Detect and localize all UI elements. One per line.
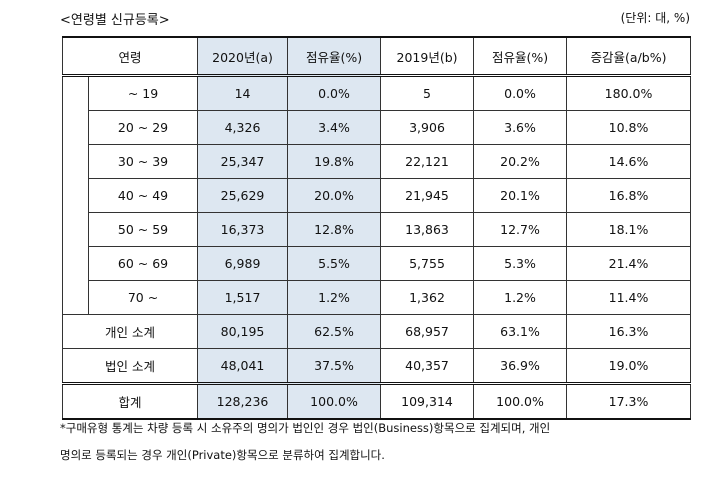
cell: 1,517 bbox=[197, 280, 289, 315]
cell: 12.7% bbox=[473, 212, 568, 247]
cell: 1.2% bbox=[473, 280, 568, 315]
cell: 14 bbox=[197, 75, 289, 111]
column-header: 2020년(a) bbox=[197, 36, 289, 77]
cell: 20.0% bbox=[287, 178, 382, 213]
cell: 17.3% bbox=[566, 382, 692, 420]
table-row: 60 ~ 69 6,989 5.5% 5,755 5.3% 21.4% bbox=[63, 246, 692, 281]
row-label: 개인 소계 bbox=[61, 314, 199, 349]
cell: 100.0% bbox=[473, 382, 568, 420]
table-row: 법인 소계 48,041 37.5% 40,357 36.9% 19.0% bbox=[61, 348, 692, 384]
data-table: 연령 2020년(a) 점유율(%) 2019년(b) 점유율(%) 증감율(a/b%) … bbox=[61, 36, 692, 420]
cell: 25,347 bbox=[197, 144, 289, 179]
cell: 16.8% bbox=[566, 178, 692, 213]
cell: 80,195 bbox=[197, 314, 289, 349]
cell: 128,236 bbox=[197, 382, 289, 420]
cell: 0.0% bbox=[287, 75, 382, 111]
cell: 21.4% bbox=[566, 246, 692, 281]
column-header: 점유율(%) bbox=[473, 36, 568, 77]
row-label: 40 ~ 49 bbox=[87, 178, 199, 213]
cell: 12.8% bbox=[287, 212, 382, 247]
footnote: *구매유형 통계는 차량 등록 시 소유주의 명의가 법인인 경우 법인(Bus… bbox=[60, 421, 551, 435]
cell: 5.5% bbox=[287, 246, 382, 281]
cell: 20.1% bbox=[473, 178, 568, 213]
cell: 16.3% bbox=[566, 314, 692, 349]
cell: 1,362 bbox=[380, 280, 475, 315]
cell: 19.8% bbox=[287, 144, 382, 179]
row-label: 70 ~ bbox=[87, 280, 199, 315]
table-title: <연령별 신규등록> bbox=[60, 13, 170, 28]
cell: 100.0% bbox=[287, 382, 382, 420]
column-header: 점유율(%) bbox=[287, 36, 382, 77]
table-row: 20 ~ 29 4,326 3.4% 3,906 3.6% 10.8% bbox=[63, 110, 692, 145]
cell: 3,906 bbox=[380, 110, 475, 145]
cell: 36.9% bbox=[473, 348, 568, 384]
cell: 16,373 bbox=[197, 212, 289, 247]
cell: 109,314 bbox=[380, 382, 475, 420]
cell: 19.0% bbox=[566, 348, 692, 384]
cell: 40,357 bbox=[380, 348, 475, 384]
cell: 3.6% bbox=[473, 110, 568, 145]
cell: 25,629 bbox=[197, 178, 289, 213]
table-row: 40 ~ 49 25,629 20.0% 21,945 20.1% 16.8% bbox=[63, 178, 692, 213]
cell: 5 bbox=[380, 75, 475, 111]
row-label: ~ 19 bbox=[87, 75, 199, 111]
cell: 3.4% bbox=[287, 110, 382, 145]
row-label: 60 ~ 69 bbox=[87, 246, 199, 281]
column-header: 2019년(b) bbox=[380, 36, 475, 77]
cell: 48,041 bbox=[197, 348, 289, 384]
cell: 5.3% bbox=[473, 246, 568, 281]
column-header: 연령 bbox=[61, 36, 199, 77]
cell: 6,989 bbox=[197, 246, 289, 281]
cell: 18.1% bbox=[566, 212, 692, 247]
cell: 1.2% bbox=[287, 280, 382, 315]
table-row: 개인 소계 80,195 62.5% 68,957 63.1% 16.3% bbox=[61, 314, 692, 349]
cell: 37.5% bbox=[287, 348, 382, 384]
cell: 11.4% bbox=[566, 280, 692, 315]
row-label: 20 ~ 29 bbox=[87, 110, 199, 145]
cell: 0.0% bbox=[473, 75, 568, 111]
table-row: 합계 128,236 100.0% 109,314 100.0% 17.3% bbox=[61, 382, 692, 420]
cell: 10.8% bbox=[566, 110, 692, 145]
cell: 62.5% bbox=[287, 314, 382, 349]
table-row: 70 ~1,517 1.2% 1,362 1.2% 11.4% bbox=[63, 280, 692, 315]
cell: 13,863 bbox=[380, 212, 475, 247]
table-row: 50 ~ 59 16,373 12.8% 13,863 12.7% 18.1% bbox=[63, 212, 692, 247]
cell: 63.1% bbox=[473, 314, 568, 349]
unit-note: (단위: 대, %) bbox=[620, 11, 690, 25]
cell: 14.6% bbox=[566, 144, 692, 179]
row-label: 법인 소계 bbox=[61, 348, 199, 384]
cell: 180.0% bbox=[566, 75, 692, 111]
cell: 22,121 bbox=[380, 144, 475, 179]
cell: 4,326 bbox=[197, 110, 289, 145]
group-spacer bbox=[62, 75, 89, 315]
table-row: 30 ~ 39 25,347 19.8% 22,121 20.2% 14.6% bbox=[63, 144, 692, 179]
cell: 5,755 bbox=[380, 246, 475, 281]
footnote: 명의로 등록되는 경우 개인(Private)항목으로 분류하여 집계합니다. bbox=[60, 448, 385, 462]
table-row: ~ 19 14 0.0% 5 0.0% 180.0% bbox=[62, 75, 692, 315]
cell: 20.2% bbox=[473, 144, 568, 179]
row-label: 합계 bbox=[61, 382, 199, 420]
row-label: 50 ~ 59 bbox=[87, 212, 199, 247]
row-label: 30 ~ 39 bbox=[87, 144, 199, 179]
column-header: 증감율(a/b%) bbox=[566, 36, 692, 77]
cell: 68,957 bbox=[380, 314, 475, 349]
cell: 21,945 bbox=[380, 178, 475, 213]
header-row: 연령 2020년(a) 점유율(%) 2019년(b) 점유율(%) 증감율(a/b%) bbox=[61, 36, 692, 77]
